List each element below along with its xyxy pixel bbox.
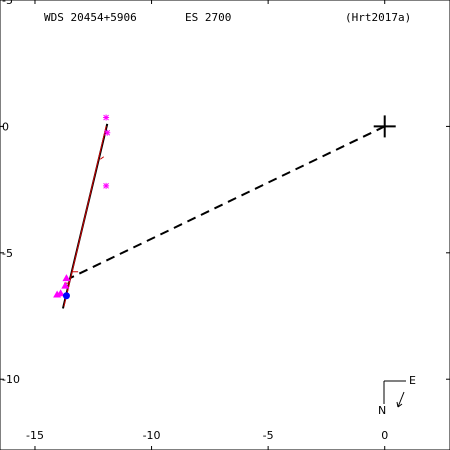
discoverer-code: ES 2700 bbox=[185, 11, 231, 24]
star-point bbox=[103, 182, 110, 189]
orbit-lines bbox=[61, 115, 396, 309]
residual-line bbox=[99, 156, 105, 160]
reference-code: (Hrt2017a) bbox=[345, 11, 411, 24]
motion-arrow-head-b bbox=[397, 403, 403, 408]
y-tick-label: -10 bbox=[2, 373, 20, 386]
y-tick-label: 0 bbox=[2, 120, 9, 133]
x-tick-label: -15 bbox=[26, 429, 44, 442]
orbit-line-shadow bbox=[63, 125, 107, 307]
star-point bbox=[104, 129, 111, 136]
x-tick-label: -10 bbox=[143, 429, 161, 442]
motion-arrow-head-a bbox=[396, 401, 399, 408]
compass-east-label: E bbox=[409, 374, 416, 387]
y-tick-label: -5 bbox=[2, 247, 13, 260]
triangle-point bbox=[53, 290, 62, 298]
triangle-point bbox=[61, 281, 70, 289]
compass: E N bbox=[378, 374, 416, 417]
x-tick-label: 0 bbox=[381, 429, 388, 442]
x-tick-label: -5 bbox=[263, 429, 274, 442]
wds-designation: WDS 20454+5906 bbox=[44, 11, 137, 24]
compass-north-label: N bbox=[378, 404, 386, 417]
node-line bbox=[69, 125, 386, 279]
triangle-point bbox=[62, 274, 71, 282]
star-point bbox=[103, 114, 110, 121]
circle-point bbox=[62, 292, 70, 300]
motion-arrow bbox=[397, 391, 405, 408]
observation-points bbox=[53, 114, 111, 300]
y-tick-label: -5 bbox=[2, 0, 13, 7]
